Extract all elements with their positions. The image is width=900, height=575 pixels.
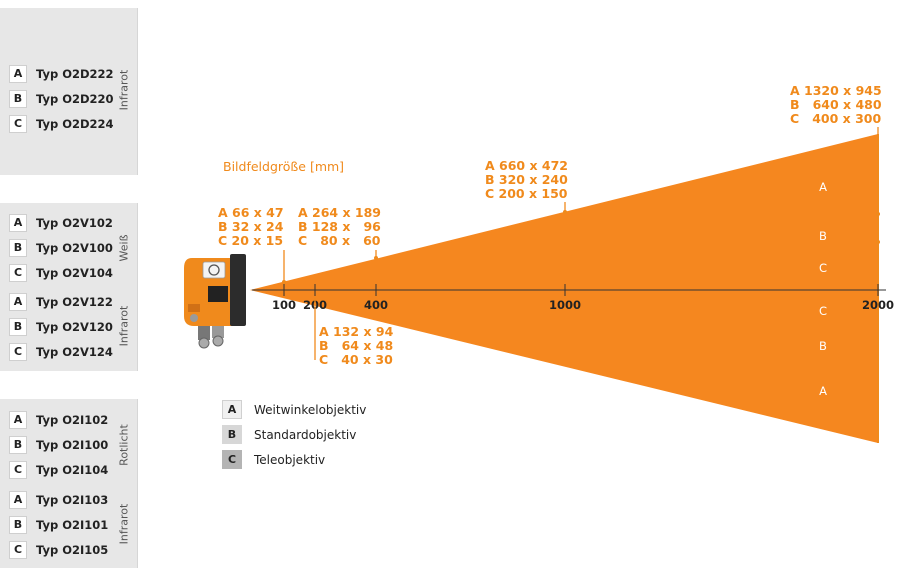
- leader-dot: [563, 210, 567, 214]
- product-row: C Typ O2V124: [9, 342, 113, 361]
- letter-badge: C: [9, 114, 27, 133]
- panel-o2v: A Typ O2V102 B Typ O2V100 C Typ O2V104 W…: [0, 203, 138, 371]
- leader-dot: [374, 256, 378, 260]
- size-label-2000-a: A 1320 x 945: [790, 83, 882, 98]
- tick-label: 1000: [549, 298, 581, 312]
- zone-letter: C: [819, 261, 827, 275]
- vision-sensor-icon: [184, 254, 246, 349]
- zone-letter: C: [819, 304, 827, 318]
- letter-badge: C: [9, 460, 27, 479]
- legend-text: Standardobjektiv: [254, 427, 357, 442]
- zone-letter: B: [819, 229, 827, 243]
- marker-dot: [876, 240, 880, 244]
- size-label-2000-b: B 640 x 480: [790, 97, 882, 112]
- product-type: Typ O2V122: [36, 294, 113, 309]
- legend-text: Weitwinkelobjektiv: [254, 402, 367, 417]
- tick-label: 2000: [862, 298, 894, 312]
- product-type: Typ O2V104: [36, 265, 113, 280]
- size-label-100-a: A 66 x 47: [218, 205, 284, 220]
- product-row: C Typ O2V104: [9, 263, 113, 282]
- product-type: Typ O2I104: [36, 462, 109, 477]
- product-row: C Typ O2D224: [9, 114, 114, 133]
- product-row: B Typ O2I101: [9, 515, 108, 534]
- letter-badge: A: [9, 410, 27, 429]
- product-row: A Typ O2V102: [9, 213, 113, 232]
- product-row: A Typ O2I102: [9, 410, 108, 429]
- product-type: Typ O2I102: [36, 412, 109, 427]
- size-label-400-c: C 80 x 60: [298, 233, 381, 248]
- product-row: B Typ O2V100: [9, 238, 113, 257]
- size-label-200-b: B 64 x 48: [319, 338, 393, 353]
- size-label-1000-a: A 660 x 472: [485, 158, 568, 173]
- size-label-200-c: C 40 x 30: [319, 352, 393, 367]
- product-type: Typ O2I105: [36, 542, 109, 557]
- product-type: Typ O2D220: [36, 91, 114, 106]
- product-row: A Typ O2I103: [9, 490, 108, 509]
- size-label-200-a: A 132 x 94: [319, 324, 394, 339]
- product-row: A Typ O2V122: [9, 292, 113, 311]
- size-label-400-a: A 264 x 189: [298, 205, 381, 220]
- legend-item: C Teleobjektiv: [222, 450, 325, 469]
- marker-dot: [876, 212, 880, 216]
- zone-letter: A: [819, 180, 827, 194]
- product-type: Typ O2I100: [36, 437, 109, 452]
- legend-item: A Weitwinkelobjektiv: [222, 400, 366, 419]
- letter-badge: B: [9, 238, 27, 257]
- product-type: Typ O2I101: [36, 517, 109, 532]
- product-row: A Typ O2D222: [9, 64, 114, 83]
- letter-badge: B: [9, 89, 27, 108]
- product-row: B Typ O2I100: [9, 435, 108, 454]
- product-row: B Typ O2V120: [9, 317, 113, 336]
- panel-o2d: A Typ O2D222 B Typ O2D220 C Typ O2D224 I…: [0, 8, 138, 175]
- product-type: Typ O2D224: [36, 116, 114, 131]
- leader-dot: [282, 280, 286, 284]
- diagram-title: Bildfeldgröße [mm]: [223, 159, 344, 174]
- size-label-2000-c: C 400 x 300: [790, 111, 881, 126]
- letter-badge: A: [9, 490, 27, 509]
- legend-badge: A: [222, 400, 242, 419]
- letter-badge: C: [9, 342, 27, 361]
- tick-label: 400: [364, 298, 388, 312]
- zone-letter: A: [819, 384, 827, 398]
- product-type: Typ O2V120: [36, 319, 113, 334]
- product-row: C Typ O2I105: [9, 540, 108, 559]
- size-label-100-c: C 20 x 15: [218, 233, 283, 248]
- product-type: Typ O2D222: [36, 66, 114, 81]
- product-type: Typ O2V124: [36, 344, 113, 359]
- field-of-view-cone: [250, 134, 878, 443]
- size-label-400-b: B 128 x 96: [298, 219, 381, 234]
- panel-o2i: A Typ O2I102 B Typ O2I100 C Typ O2I104 R…: [0, 399, 138, 568]
- product-type: Typ O2V100: [36, 240, 113, 255]
- letter-badge: B: [9, 515, 27, 534]
- letter-badge: B: [9, 435, 27, 454]
- size-label-1000-b: B 320 x 240: [485, 172, 568, 187]
- legend-badge: B: [222, 425, 242, 444]
- letter-badge: A: [9, 64, 27, 83]
- product-row: B Typ O2D220: [9, 89, 114, 108]
- product-type: Typ O2V102: [36, 215, 113, 230]
- zone-letter: B: [819, 339, 827, 353]
- product-row: C Typ O2I104: [9, 460, 108, 479]
- size-label-100-b: B 32 x 24: [218, 219, 284, 234]
- size-label-1000-c: C 200 x 150: [485, 186, 568, 201]
- letter-badge: B: [9, 317, 27, 336]
- letter-badge: A: [9, 292, 27, 311]
- legend-badge: C: [222, 450, 242, 469]
- legend-text: Teleobjektiv: [254, 452, 326, 467]
- tick-label: 100: [272, 298, 296, 312]
- legend-item: B Standardobjektiv: [222, 425, 356, 444]
- product-type: Typ O2I103: [36, 492, 109, 507]
- letter-badge: C: [9, 263, 27, 282]
- letter-badge: A: [9, 213, 27, 232]
- letter-badge: C: [9, 540, 27, 559]
